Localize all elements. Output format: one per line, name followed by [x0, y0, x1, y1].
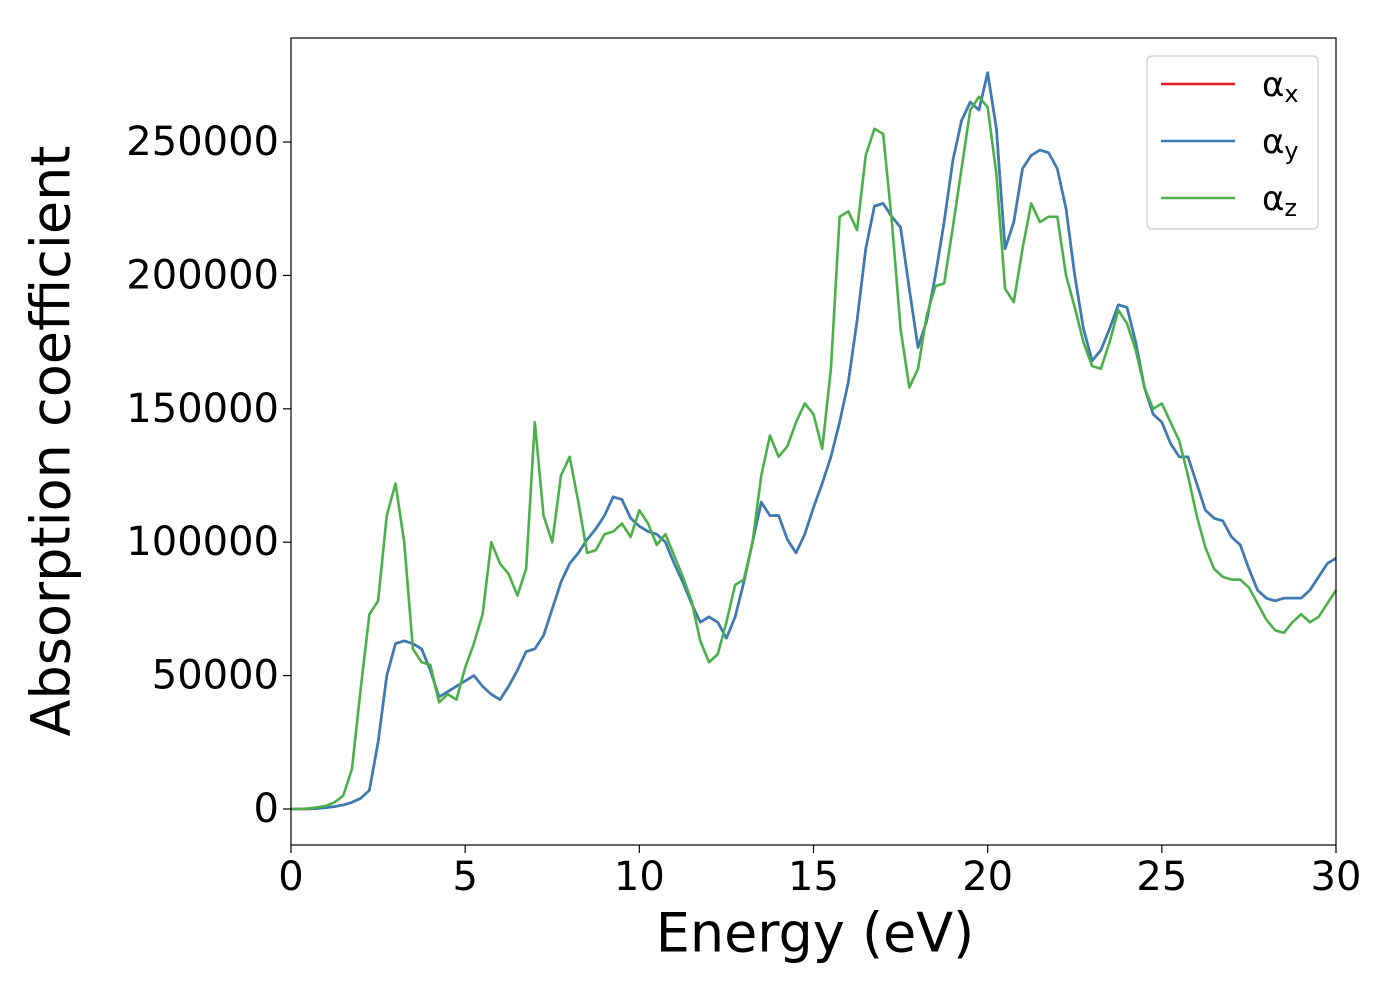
legend-label: αx [1262, 65, 1299, 109]
x-axis-label: Energy (eV) [656, 902, 975, 965]
legend-box [1146, 55, 1319, 230]
x-tick-label: 5 [452, 854, 477, 900]
y-tick-label: 150000 [126, 386, 279, 432]
x-tick-label: 10 [614, 854, 665, 900]
y-tick-label: 100000 [126, 519, 279, 565]
x-tick-label: 20 [962, 854, 1013, 900]
legend-label: αz [1262, 179, 1297, 223]
x-tick-label: 15 [788, 854, 839, 900]
y-tick-label: 0 [254, 786, 279, 832]
y-axis-label: Absorption coefficient [20, 146, 83, 737]
x-tick-label: 25 [1136, 854, 1187, 900]
y-tick-label: 250000 [126, 119, 279, 165]
series-line [291, 71, 1337, 811]
series-line [291, 95, 1338, 811]
y-tick-label: 200000 [126, 252, 279, 298]
y-tick-label: 50000 [152, 653, 279, 699]
x-tick-label: 0 [278, 854, 303, 900]
plot-frame [290, 37, 1337, 846]
legend-label: αy [1262, 122, 1299, 166]
x-tick-label: 30 [1311, 854, 1362, 900]
